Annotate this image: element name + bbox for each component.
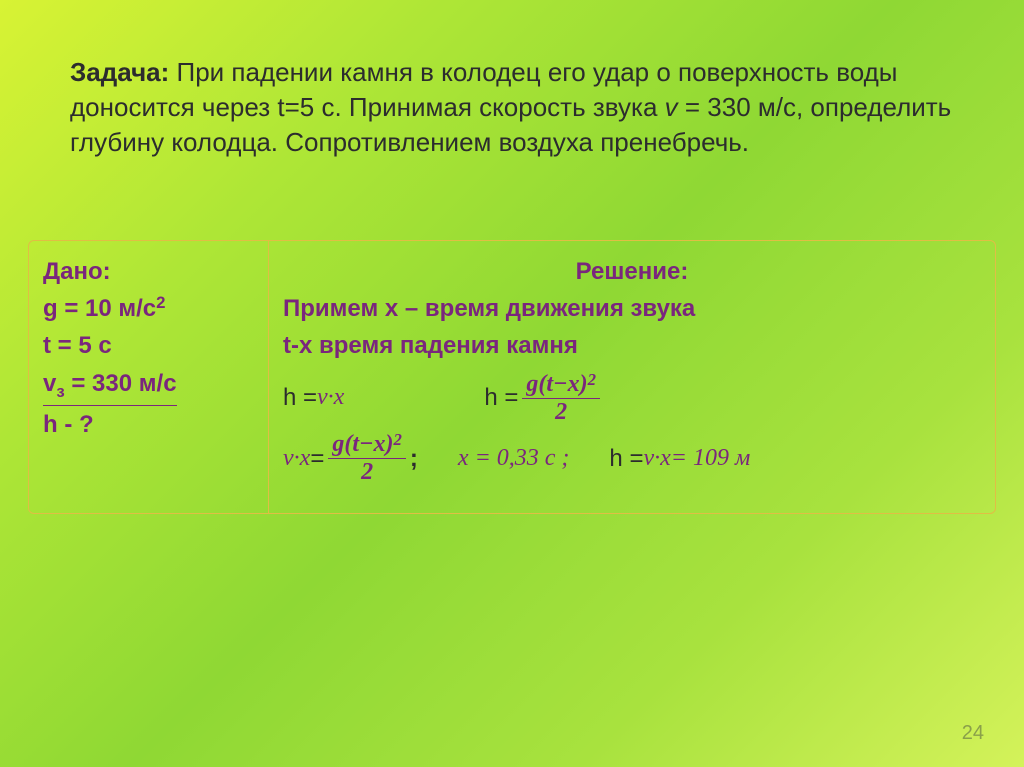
eq3-vx: v·x bbox=[283, 440, 310, 477]
frac-num-2: g(t−x) bbox=[332, 431, 393, 457]
solution-line-1: Примем x – время движения звука bbox=[283, 290, 981, 327]
given-cell: Дано: g = 10 м/с2 t = 5 с vз = 330 м/с h… bbox=[29, 241, 269, 513]
x-result: x = 0,33 с ; bbox=[458, 440, 570, 477]
given-v-val: = 330 м/с bbox=[65, 370, 177, 397]
given-title: Дано: bbox=[43, 253, 254, 290]
problem-statement: Задача: При падении камня в колодец его … bbox=[70, 55, 964, 160]
frac-sup-1: 2 bbox=[588, 370, 596, 389]
frac-den-1: 2 bbox=[555, 399, 567, 425]
frac-sup-2: 2 bbox=[394, 430, 402, 449]
eq2-frac: g(t−x)2 2 bbox=[522, 371, 600, 425]
given-g-val: g = 10 м/с bbox=[43, 295, 156, 322]
eq1-vx: v·x bbox=[317, 379, 344, 416]
h-eq-res: = 109 м bbox=[671, 440, 751, 477]
solution-box: Дано: g = 10 м/с2 t = 5 с vз = 330 м/с h… bbox=[28, 240, 996, 514]
given-g: g = 10 м/с2 bbox=[43, 290, 254, 327]
given-t: t = 5 с bbox=[43, 327, 254, 364]
equation-row-1: h = v·x h = g(t−x)2 2 bbox=[283, 371, 981, 425]
solution-line-2: t-x время падения камня bbox=[283, 327, 981, 364]
h-eq-vx: v·x bbox=[643, 440, 670, 477]
frac-num-1: g(t−x) bbox=[526, 371, 587, 397]
given-v-sym: v bbox=[43, 370, 56, 397]
solution-cell: Решение: Примем x – время движения звука… bbox=[269, 241, 995, 513]
eq3-eq: = bbox=[310, 440, 324, 477]
given-h: h - ? bbox=[43, 406, 254, 443]
eq3-frac: g(t−x)2 2 bbox=[328, 431, 406, 485]
given-v: vз = 330 м/с bbox=[43, 365, 254, 407]
eq3-semi: ; bbox=[410, 440, 418, 477]
equation-row-2: v·x = g(t−x)2 2 ; x = 0,33 с ; h = v·x =… bbox=[283, 431, 981, 485]
problem-label: Задача: bbox=[70, 57, 169, 87]
solution-title: Решение: bbox=[283, 253, 981, 290]
h-eq-lhs: h = bbox=[609, 440, 643, 477]
eq2-h: h = bbox=[484, 379, 518, 416]
eq1-h: h = bbox=[283, 379, 317, 416]
given-g-sup: 2 bbox=[156, 293, 165, 312]
frac-den-2: 2 bbox=[361, 459, 373, 485]
given-v-sub: з bbox=[56, 381, 64, 400]
page-number: 24 bbox=[962, 722, 984, 745]
problem-v-symbol: v bbox=[665, 92, 678, 122]
